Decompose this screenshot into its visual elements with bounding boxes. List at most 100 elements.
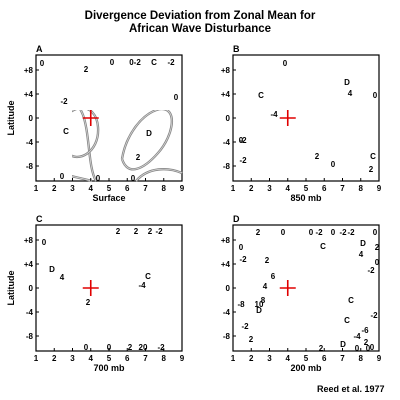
y-tick-label: 0 [226, 284, 231, 293]
y-tick-label: +4 [221, 260, 231, 269]
contour-label: C [145, 272, 151, 281]
contour-label: 0 [355, 344, 360, 353]
x-tick-label: 4 [286, 354, 291, 363]
contour-label: 0 [107, 343, 112, 352]
x-tick-label: 5 [107, 354, 112, 363]
contour-label: -2 [155, 227, 163, 236]
contour-label: 4 [359, 250, 364, 259]
contour-label: 2 [249, 335, 254, 344]
credit-text: Reed et al. 1977 [317, 384, 385, 394]
contour-label: -2 [347, 228, 355, 237]
contour-label: 0 [373, 91, 378, 100]
contour-label: 0 [331, 228, 336, 237]
contour-label: -2 [157, 343, 165, 352]
contour-label: C [348, 296, 354, 305]
panel-letter: D [233, 214, 240, 224]
y-tick-label: +8 [24, 236, 34, 245]
contour-label: 0 [110, 58, 115, 67]
x-tick-label: 2 [249, 354, 254, 363]
y-axis-label: Latitude [6, 271, 16, 306]
contour-label: 8 [261, 296, 266, 305]
contour-label: -4 [138, 281, 146, 290]
x-tick-label: 2 [249, 184, 254, 193]
contour-label: -4 [270, 110, 278, 119]
x-tick-label: 5 [304, 184, 309, 193]
x-tick-label: 8 [359, 354, 364, 363]
contour-label: 0 [366, 344, 371, 353]
contour-label: D [340, 340, 346, 349]
contour-label: 2 [148, 227, 153, 236]
contour-label: 0 [281, 228, 286, 237]
y-tick-label: -8 [223, 162, 231, 171]
contour-label: 0 [42, 238, 47, 247]
x-tick-label: 1 [231, 354, 236, 363]
contour-label: 0 [239, 136, 244, 145]
x-tick-label: 5 [107, 184, 112, 193]
x-tick-label: 7 [340, 354, 345, 363]
contour-label: D [49, 265, 55, 274]
contour-label: 4 [348, 89, 353, 98]
y-tick-label: 0 [226, 114, 231, 123]
contour-label: D [344, 78, 350, 87]
x-tick-label: 7 [143, 354, 148, 363]
contour-label: 2 [84, 65, 89, 74]
y-tick-label: +8 [221, 66, 231, 75]
contour-label: 0-2 [129, 58, 141, 67]
contour-group [72, 110, 183, 183]
contour-label: -2 [241, 322, 249, 331]
panel-letter: C [36, 214, 43, 224]
contour-label: 2 [375, 243, 380, 252]
y-tick-label: -4 [223, 138, 231, 147]
contour-label: -4 [353, 332, 361, 341]
x-tick-label: 5 [304, 354, 309, 363]
contour-label: -2 [239, 255, 247, 264]
contour-label: C [320, 242, 326, 251]
contour-label: C [258, 91, 264, 100]
y-tick-label: -8 [26, 332, 34, 341]
x-tick-label: 1 [34, 354, 39, 363]
contour-label: 0 [309, 228, 314, 237]
contour-label: 20 [139, 343, 148, 352]
y-tick-label: +4 [221, 90, 231, 99]
contour-label: 0 [174, 93, 179, 102]
contour-label: 0 [373, 228, 378, 237]
contour-label: 0 [60, 172, 65, 181]
figure-title-line1: Divergence Deviation from Zonal Mean for [84, 10, 316, 22]
contour-line-highlight [80, 110, 97, 182]
x-tick-label: 4 [286, 184, 291, 193]
panel-level-label: Surface [92, 193, 125, 203]
y-tick-label: -8 [223, 332, 231, 341]
x-tick-label: 7 [143, 184, 148, 193]
x-tick-label: 1 [34, 184, 39, 193]
y-tick-label: +8 [221, 236, 231, 245]
contour-label: -2 [167, 58, 175, 67]
contour-label: -2 [370, 311, 378, 320]
x-tick-label: 6 [125, 354, 130, 363]
x-tick-label: 8 [359, 184, 364, 193]
contour-label: 2 [256, 228, 261, 237]
x-tick-label: 3 [267, 354, 272, 363]
contour-label: 0 [375, 258, 380, 267]
panel-letter: A [36, 44, 43, 54]
contour-label: -2 [239, 136, 247, 145]
y-tick-label: -4 [26, 308, 34, 317]
figure-title-line2: African Wave Disturbance [128, 23, 272, 35]
x-tick-label: 8 [162, 354, 167, 363]
panel-frame [35, 224, 183, 352]
panel-level-label: 850 mb [290, 193, 322, 203]
y-tick-label: +8 [24, 66, 34, 75]
contour-label: 2 [265, 256, 270, 265]
contour-label: 0 [131, 174, 136, 183]
contour-label: 0 [239, 243, 244, 252]
contour-label: -8 [237, 300, 245, 309]
contour-label: -2 [60, 97, 68, 106]
contour-label: D [256, 306, 262, 315]
contour-label: C [151, 58, 157, 67]
contour-label: 2 [369, 165, 374, 174]
y-tick-label: -8 [26, 162, 34, 171]
contour-label: 2 [128, 343, 133, 352]
contour-label: 0 [84, 343, 89, 352]
x-tick-label: 7 [340, 184, 345, 193]
contour-label: 4 [60, 273, 65, 282]
x-tick-label: 3 [267, 184, 272, 193]
